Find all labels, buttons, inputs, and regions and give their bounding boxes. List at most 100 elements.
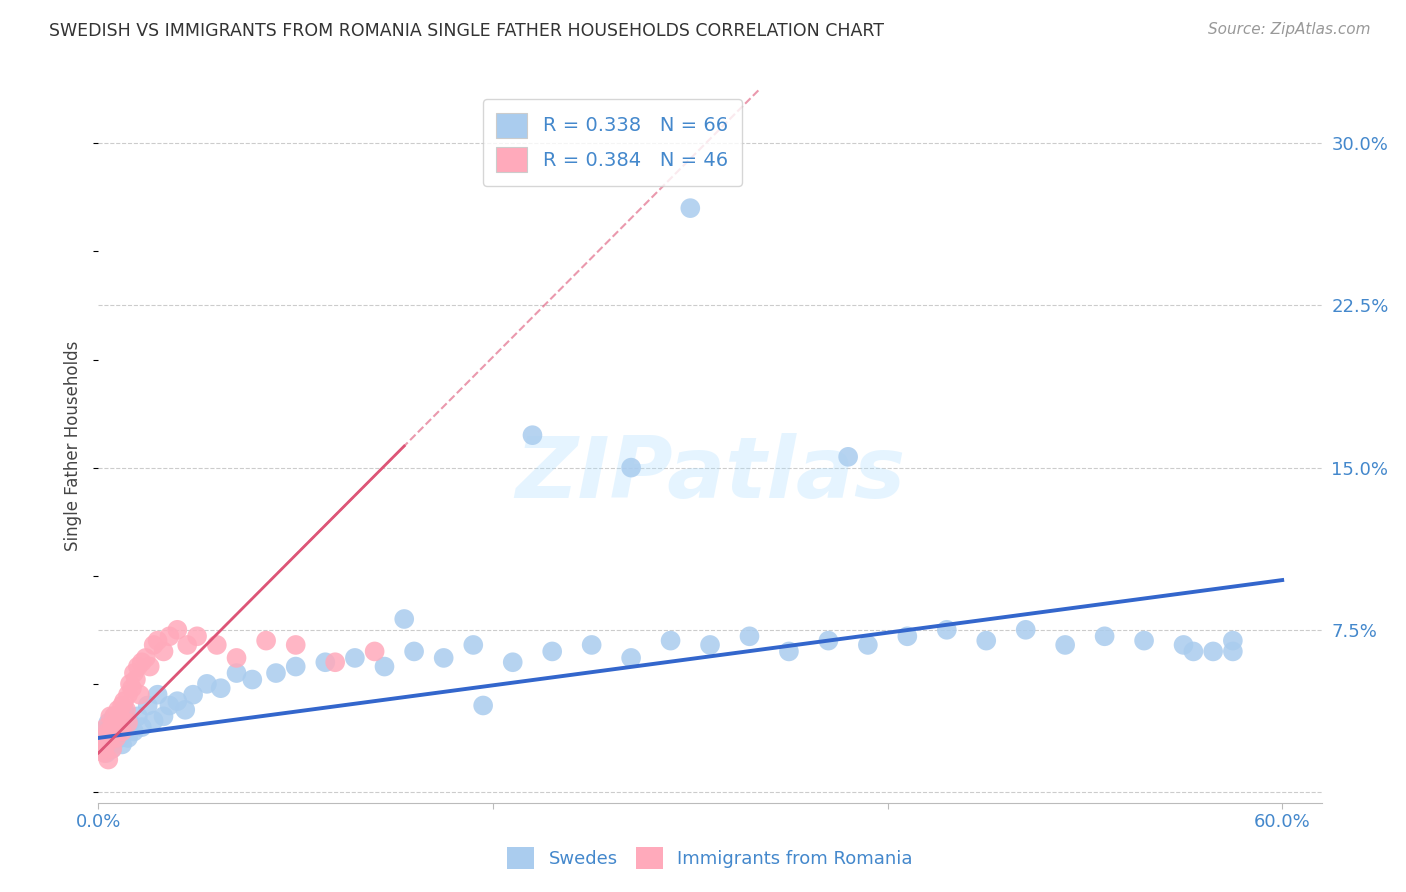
Point bbox=[314, 655, 336, 669]
Point bbox=[98, 731, 121, 745]
Point bbox=[93, 746, 115, 760]
Point bbox=[118, 677, 141, 691]
Point bbox=[284, 638, 307, 652]
Point bbox=[131, 655, 153, 669]
Point bbox=[103, 709, 125, 723]
Point bbox=[93, 738, 115, 752]
Point bbox=[856, 638, 879, 652]
Point bbox=[817, 633, 839, 648]
Point bbox=[142, 714, 165, 728]
Point bbox=[699, 638, 721, 652]
Point bbox=[581, 638, 603, 652]
Point bbox=[472, 698, 495, 713]
Point bbox=[896, 629, 918, 643]
Point bbox=[101, 741, 124, 756]
Point bbox=[115, 703, 138, 717]
Point bbox=[97, 753, 120, 767]
Point bbox=[131, 720, 153, 734]
Point bbox=[522, 428, 544, 442]
Point bbox=[103, 724, 125, 739]
Point bbox=[1222, 644, 1244, 658]
Point bbox=[174, 703, 197, 717]
Point bbox=[1094, 629, 1116, 643]
Point bbox=[679, 201, 702, 215]
Point bbox=[128, 688, 150, 702]
Point bbox=[127, 709, 149, 723]
Point bbox=[166, 694, 188, 708]
Point bbox=[837, 450, 859, 464]
Point bbox=[1133, 633, 1156, 648]
Point bbox=[152, 709, 174, 723]
Point bbox=[433, 651, 456, 665]
Text: Source: ZipAtlas.com: Source: ZipAtlas.com bbox=[1208, 22, 1371, 37]
Point bbox=[146, 633, 169, 648]
Point bbox=[264, 666, 287, 681]
Point bbox=[205, 638, 228, 652]
Point bbox=[98, 731, 121, 745]
Point bbox=[935, 623, 957, 637]
Point bbox=[136, 698, 159, 713]
Point bbox=[659, 633, 682, 648]
Point bbox=[502, 655, 524, 669]
Point bbox=[343, 651, 366, 665]
Point bbox=[108, 731, 131, 745]
Point bbox=[186, 629, 208, 643]
Point bbox=[159, 698, 181, 713]
Point bbox=[209, 681, 232, 696]
Point bbox=[105, 731, 128, 745]
Point bbox=[98, 709, 121, 723]
Point bbox=[146, 688, 169, 702]
Point bbox=[117, 688, 139, 702]
Point bbox=[112, 694, 135, 708]
Point bbox=[363, 644, 385, 658]
Point bbox=[105, 724, 128, 739]
Point bbox=[97, 715, 120, 730]
Point bbox=[96, 720, 118, 734]
Point bbox=[118, 715, 141, 730]
Point bbox=[108, 709, 131, 723]
Point bbox=[392, 612, 416, 626]
Point bbox=[91, 741, 114, 756]
Point bbox=[97, 724, 120, 739]
Point bbox=[111, 698, 134, 713]
Point bbox=[138, 659, 160, 673]
Point bbox=[117, 715, 139, 730]
Point bbox=[107, 703, 129, 717]
Point bbox=[122, 724, 145, 739]
Point bbox=[103, 709, 125, 723]
Point bbox=[125, 673, 148, 687]
Point bbox=[159, 629, 181, 643]
Point bbox=[323, 655, 346, 669]
Point bbox=[135, 651, 157, 665]
Point bbox=[127, 659, 149, 673]
Point bbox=[107, 720, 129, 734]
Point bbox=[181, 688, 204, 702]
Point bbox=[115, 720, 138, 734]
Point bbox=[541, 644, 564, 658]
Point bbox=[93, 731, 115, 745]
Point bbox=[111, 738, 134, 752]
Text: SWEDISH VS IMMIGRANTS FROM ROMANIA SINGLE FATHER HOUSEHOLDS CORRELATION CHART: SWEDISH VS IMMIGRANTS FROM ROMANIA SINGL… bbox=[49, 22, 884, 40]
Text: ZIPatlas: ZIPatlas bbox=[515, 433, 905, 516]
Point bbox=[778, 644, 800, 658]
Point bbox=[152, 644, 174, 658]
Point bbox=[111, 724, 134, 739]
Point bbox=[91, 724, 114, 739]
Point bbox=[225, 666, 247, 681]
Point bbox=[738, 629, 761, 643]
Point bbox=[166, 623, 188, 637]
Point bbox=[463, 638, 485, 652]
Point bbox=[225, 651, 247, 665]
Point bbox=[101, 741, 124, 756]
Point bbox=[373, 659, 395, 673]
Point bbox=[1202, 644, 1225, 658]
Point bbox=[96, 738, 118, 752]
Point bbox=[122, 666, 145, 681]
Point bbox=[1182, 644, 1205, 658]
Point bbox=[974, 633, 997, 648]
Point bbox=[404, 644, 426, 658]
Point bbox=[96, 746, 118, 760]
Point bbox=[176, 638, 198, 652]
Point bbox=[1054, 638, 1077, 652]
Point bbox=[112, 703, 135, 717]
